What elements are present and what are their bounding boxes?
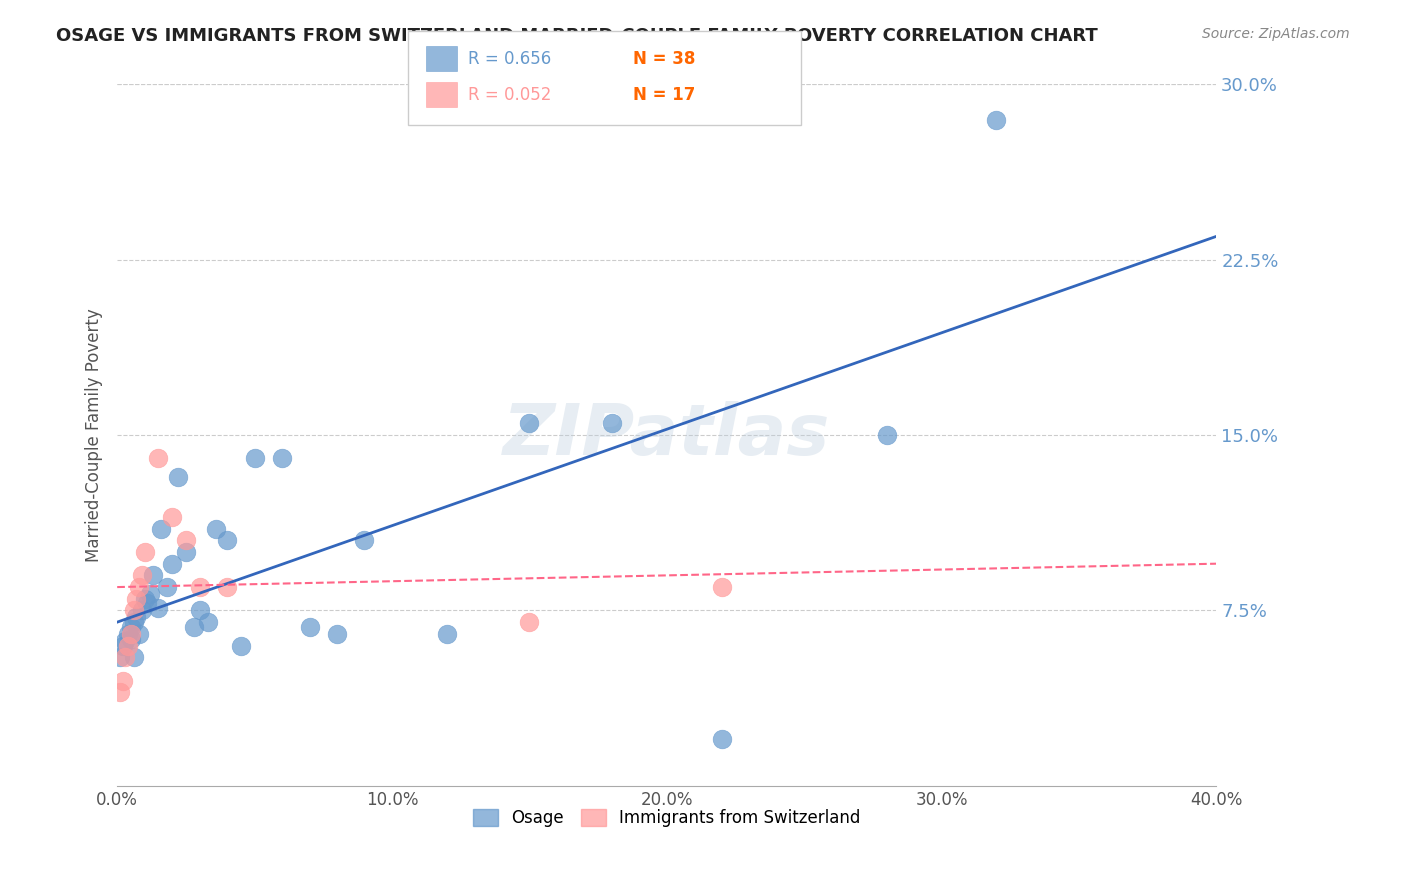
Point bbox=[243, 451, 266, 466]
Point bbox=[122, 603, 145, 617]
Text: R = 0.052: R = 0.052 bbox=[468, 86, 551, 103]
Point bbox=[188, 580, 211, 594]
Point bbox=[131, 568, 153, 582]
Point bbox=[183, 620, 205, 634]
Point bbox=[710, 732, 733, 747]
Point bbox=[122, 650, 145, 665]
Text: R = 0.656: R = 0.656 bbox=[468, 50, 551, 68]
Point bbox=[111, 639, 134, 653]
Point bbox=[120, 620, 142, 634]
Point bbox=[122, 615, 145, 629]
Point bbox=[517, 417, 540, 431]
Point bbox=[120, 627, 142, 641]
Point bbox=[166, 470, 188, 484]
Point bbox=[139, 587, 162, 601]
Point bbox=[108, 685, 131, 699]
Point bbox=[876, 428, 898, 442]
Text: Source: ZipAtlas.com: Source: ZipAtlas.com bbox=[1202, 27, 1350, 41]
Point bbox=[229, 639, 252, 653]
Point bbox=[986, 112, 1008, 127]
Point bbox=[128, 627, 150, 641]
Point bbox=[174, 533, 197, 548]
Point bbox=[148, 451, 170, 466]
Point bbox=[111, 673, 134, 688]
Text: OSAGE VS IMMIGRANTS FROM SWITZERLAND MARRIED-COUPLE FAMILY POVERTY CORRELATION C: OSAGE VS IMMIGRANTS FROM SWITZERLAND MAR… bbox=[56, 27, 1098, 45]
Point bbox=[125, 610, 148, 624]
Point bbox=[114, 650, 136, 665]
Point bbox=[117, 627, 139, 641]
Point bbox=[134, 591, 156, 606]
Point bbox=[134, 545, 156, 559]
Point bbox=[217, 533, 239, 548]
Point bbox=[114, 633, 136, 648]
Point bbox=[271, 451, 294, 466]
Point bbox=[174, 545, 197, 559]
Point bbox=[353, 533, 375, 548]
Point bbox=[188, 603, 211, 617]
Point bbox=[517, 615, 540, 629]
Point bbox=[160, 557, 183, 571]
Text: N = 17: N = 17 bbox=[633, 86, 695, 103]
Y-axis label: Married-Couple Family Poverty: Married-Couple Family Poverty bbox=[86, 309, 103, 562]
Point bbox=[150, 522, 173, 536]
Point bbox=[142, 568, 165, 582]
Point bbox=[298, 620, 321, 634]
Point bbox=[217, 580, 239, 594]
Point bbox=[710, 580, 733, 594]
Point bbox=[108, 650, 131, 665]
Point bbox=[128, 580, 150, 594]
Point bbox=[120, 632, 142, 646]
Point bbox=[125, 591, 148, 606]
Point bbox=[131, 603, 153, 617]
Point bbox=[156, 580, 179, 594]
Point bbox=[197, 615, 219, 629]
Point bbox=[160, 510, 183, 524]
Text: N = 38: N = 38 bbox=[633, 50, 695, 68]
Point bbox=[117, 639, 139, 653]
Point bbox=[436, 627, 458, 641]
Point bbox=[148, 601, 170, 615]
Legend: Osage, Immigrants from Switzerland: Osage, Immigrants from Switzerland bbox=[467, 802, 868, 833]
Point bbox=[600, 417, 623, 431]
Point bbox=[205, 522, 228, 536]
Text: ZIPatlas: ZIPatlas bbox=[503, 401, 831, 469]
Point bbox=[136, 596, 159, 610]
Point bbox=[326, 627, 349, 641]
